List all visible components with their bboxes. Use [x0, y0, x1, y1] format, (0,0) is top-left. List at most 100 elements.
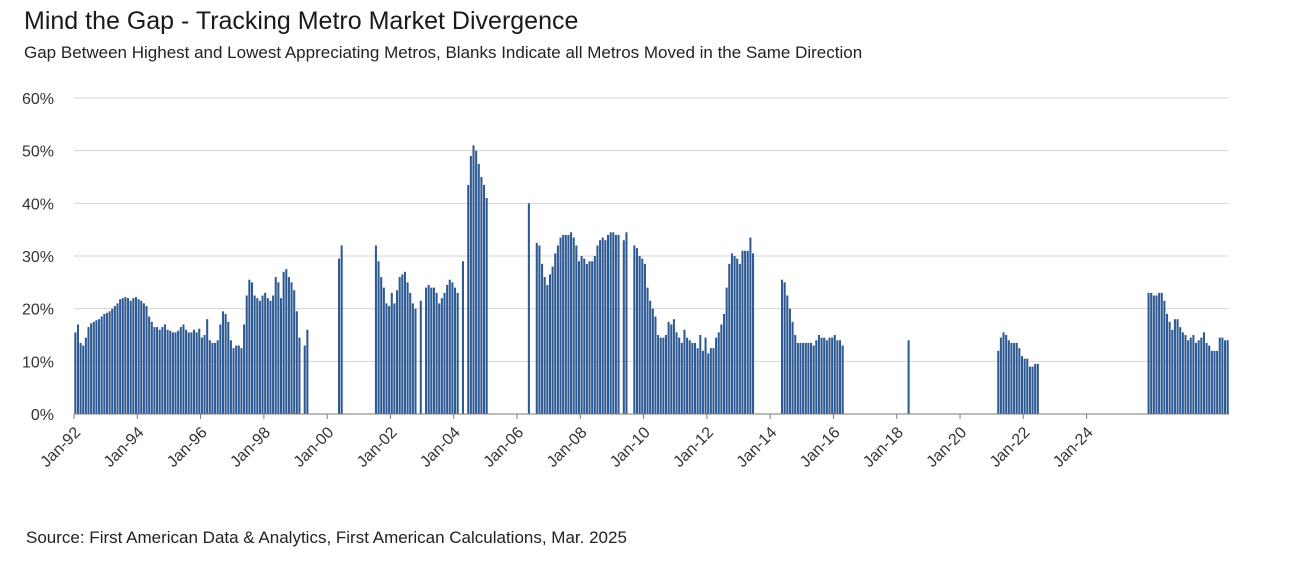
bar	[720, 324, 723, 414]
bar	[264, 292, 267, 414]
bar	[208, 340, 211, 414]
bar	[712, 348, 715, 414]
bar	[585, 263, 588, 414]
x-tick-label: Jan-20	[924, 424, 971, 471]
bar	[715, 337, 718, 414]
bar	[198, 328, 201, 414]
bar	[195, 332, 198, 414]
bar	[1173, 319, 1176, 414]
bar	[79, 342, 82, 414]
bar	[237, 345, 240, 414]
bar	[810, 342, 813, 414]
bar	[295, 311, 298, 414]
bar	[678, 337, 681, 414]
bar	[1224, 340, 1227, 414]
bar	[625, 232, 628, 414]
bar	[380, 277, 383, 414]
bar	[744, 250, 747, 414]
bar	[134, 297, 137, 414]
bar	[675, 332, 678, 414]
bar	[804, 342, 807, 414]
bar	[788, 308, 791, 414]
bar	[456, 292, 459, 414]
bar	[686, 337, 689, 414]
bar	[601, 237, 604, 414]
bar	[1160, 292, 1163, 414]
bar	[127, 298, 130, 414]
bar	[580, 256, 583, 414]
bar	[1155, 295, 1158, 414]
bar	[654, 316, 657, 414]
bar	[411, 303, 414, 414]
bar	[443, 292, 446, 414]
bar	[823, 337, 826, 414]
bar	[150, 321, 153, 414]
bar	[1034, 363, 1037, 414]
bar	[527, 203, 530, 414]
bar	[907, 340, 910, 414]
bar	[670, 324, 673, 414]
bar	[828, 337, 831, 414]
bar	[614, 234, 617, 414]
bar	[572, 237, 575, 414]
bar	[282, 271, 285, 414]
bar	[1002, 332, 1005, 414]
bar	[1176, 319, 1179, 414]
bar	[546, 284, 549, 414]
bar	[575, 245, 578, 414]
bar	[171, 332, 174, 414]
bar	[303, 345, 306, 414]
bar	[451, 282, 454, 414]
bar	[192, 329, 196, 414]
bar	[1166, 313, 1169, 414]
x-tick-label: Jan-96	[164, 424, 211, 471]
bar	[1208, 345, 1211, 414]
bar	[250, 282, 254, 414]
bar	[1213, 350, 1216, 414]
y-tick-label: 60%	[22, 91, 54, 108]
bar	[287, 277, 290, 414]
bar	[1216, 350, 1219, 414]
bar	[113, 306, 116, 414]
bar	[638, 256, 641, 414]
bar	[1221, 337, 1224, 414]
bar	[440, 298, 443, 414]
bar	[659, 337, 662, 414]
bar	[551, 266, 554, 414]
bar	[1036, 363, 1039, 414]
bar	[285, 269, 288, 414]
bar	[1147, 292, 1150, 414]
x-tick-label: Jan-24	[1050, 424, 1097, 471]
bar	[174, 332, 177, 414]
bar	[129, 300, 132, 414]
bar	[736, 258, 739, 414]
source-note: Source: First American Data & Analytics,…	[26, 528, 627, 547]
bar	[622, 240, 625, 414]
bar	[227, 321, 230, 414]
bar	[401, 274, 404, 414]
y-tick-label: 20%	[22, 302, 54, 319]
bar	[707, 353, 710, 414]
bar	[1023, 358, 1026, 414]
chart-subtitle: Gap Between Highest and Lowest Appreciat…	[24, 43, 863, 62]
y-tick-label: 30%	[22, 249, 54, 266]
bar	[1158, 292, 1161, 414]
bar	[796, 342, 799, 414]
bar	[221, 311, 225, 414]
bar	[693, 342, 697, 414]
bar	[274, 277, 277, 414]
bar	[403, 271, 406, 414]
bar	[95, 320, 98, 414]
x-tick-label: Jan-18	[860, 424, 907, 471]
bar	[214, 342, 217, 414]
x-axis-labels: Jan-92 Jan-94 Jan-96 Jan-98 Jan-00 Jan-02 Jan-…	[38, 424, 1097, 471]
bar	[538, 245, 541, 414]
bar	[158, 329, 161, 414]
bar	[836, 340, 839, 414]
bar	[337, 258, 341, 414]
bar	[799, 342, 802, 414]
bar	[105, 312, 108, 414]
bar	[419, 300, 422, 414]
bar	[749, 237, 752, 414]
